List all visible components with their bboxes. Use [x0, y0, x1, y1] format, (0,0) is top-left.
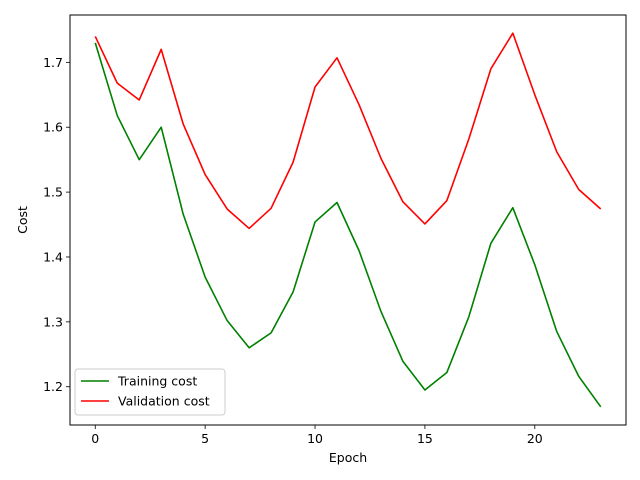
legend-entry-1: Training cost — [117, 374, 197, 389]
x-tick-label: 20 — [527, 431, 543, 446]
plot-frame — [69, 14, 627, 426]
legend-entry-2: Validation cost — [118, 394, 210, 409]
series-line-2 — [94, 32, 602, 230]
y-tick-label: 1.7 — [43, 55, 63, 70]
y-tick-label: 1.5 — [43, 185, 63, 200]
legend: Training cost Validation cost — [74, 368, 226, 416]
series-layer — [94, 32, 602, 408]
series-line-1 — [94, 42, 602, 408]
y-tick-label: 1.4 — [43, 249, 63, 264]
x-tick-label: 15 — [417, 431, 433, 446]
x-tick-label: 0 — [91, 431, 99, 446]
y-axis-ticks: 1.2 1.3 1.4 1.5 1.6 1.7 — [43, 55, 70, 394]
y-tick-label: 1.6 — [43, 120, 63, 135]
x-axis-label: Epoch — [329, 450, 367, 465]
legend-box — [74, 368, 226, 416]
x-tick-label: 5 — [201, 431, 209, 446]
x-axis-ticks: 0 5 10 15 20 — [91, 425, 543, 446]
y-tick-label: 1.2 — [43, 379, 63, 394]
y-tick-label: 1.3 — [43, 314, 63, 329]
y-axis-label: Cost — [15, 206, 30, 234]
x-tick-label: 10 — [307, 431, 323, 446]
